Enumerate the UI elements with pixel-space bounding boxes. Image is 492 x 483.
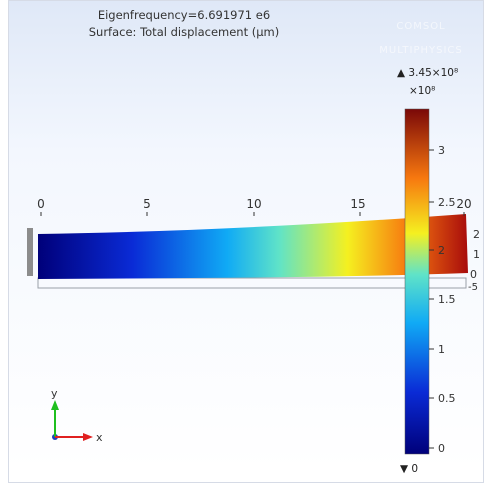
axis-tick-label: 2 [473,228,480,241]
axis-tick-label: -5 [468,282,478,293]
axis-tick-label: 20 [456,197,471,211]
undeformed-beam-outline [37,277,467,289]
colorbar-ticks: 3 2.5 2 1.5 1 0.5 0 [429,144,456,455]
coordinate-triad: y x [51,387,103,444]
colorbar-tick-label: 3 [438,144,445,157]
comsol-logo: COMSOL MULTIPHYSICS [379,21,463,56]
fixed-support-wall [27,228,33,276]
triad-x-arrowhead-icon [83,433,93,441]
triad-x-label: x [96,431,103,444]
colorbar-tick-label: 1.5 [438,293,456,306]
colorbar-tick-label: 0.5 [438,392,456,405]
triad-y-label: y [51,387,58,400]
axis-tick-label: 15 [350,197,365,211]
axis-tick-label: 10 [246,197,261,211]
colorbar-multiplier: ×10⁸ [409,85,436,97]
geometry-axis: 0 5 10 15 20 2 1 0 -5 [37,197,480,293]
axis-tick-label: 0 [470,268,477,281]
colorbar-tick-label: 2 [438,244,445,257]
axis-tick-label: 0 [37,197,45,211]
triad-y-arrowhead-icon [51,400,59,410]
colorbar-tick-label: 0 [438,442,445,455]
plot-title-surface: Surface: Total displacement (μm) [88,25,280,39]
colorbar-min-label: ▼ 0 [400,463,419,475]
colorbar-tick-label: 2.5 [438,196,456,209]
colorbar-tick-label: 1 [438,343,445,356]
plot-title-eigenfrequency: Eigenfrequency=6.691971 e6 [97,8,271,22]
axis-tick-label: 1 [473,248,480,261]
axis-tick-label: 5 [143,197,151,211]
colorbar-max-label: ▲ 3.45×10⁸ [397,67,459,79]
deformed-beam-surface [38,214,468,279]
color-legend-bar [404,108,430,455]
